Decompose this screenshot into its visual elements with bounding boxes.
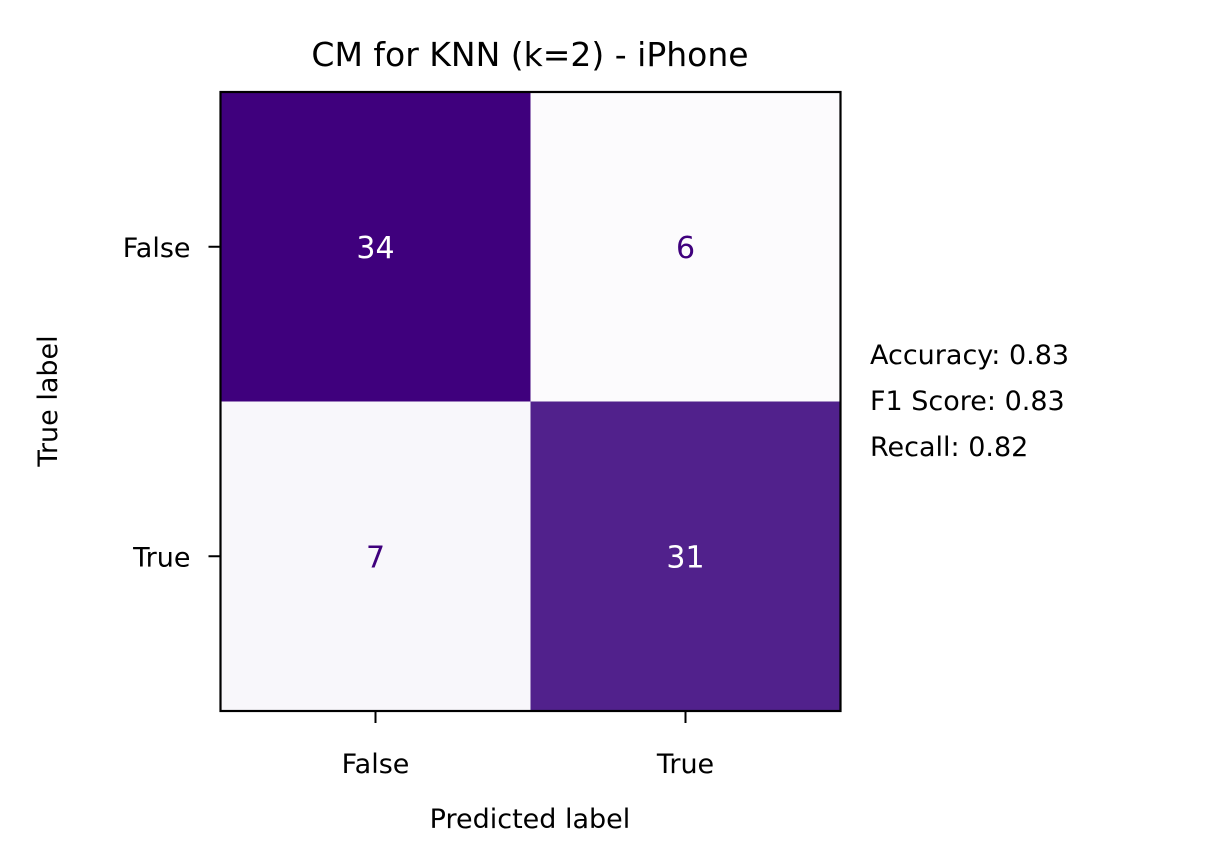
metric-line: Recall: 0.82 [870,432,1028,463]
x-axis-label: Predicted label [430,804,631,835]
cell-value-r1-c0: 7 [366,540,385,575]
matrix-cell-r1-c1 [530,401,842,712]
metrics-annotation: Accuracy: 0.83 F1 Score: 0.83 Recall: 0.82 [870,340,1069,463]
y-axis-label: True label [33,335,64,467]
chart-title: CM for KNN (k=2) - iPhone [311,35,748,74]
x-tick-label: True [656,749,714,780]
plot-frame [219,90,842,713]
matrix-cell-r1-c0 [220,401,532,712]
matrix-cell-r0-c1 [530,92,842,403]
metric-line: Accuracy: 0.83 [870,340,1069,371]
y-tick-label: False [123,233,191,264]
matrix-cell-r0-c0 [220,92,532,403]
x-tick-label: False [342,749,410,780]
cell-value-r0-c0: 34 [356,231,394,266]
x-axis-ticks: False True [342,711,714,780]
matrix-cells [220,92,842,712]
matrix-cell-labels: 34 6 7 31 [356,231,704,576]
y-tick-label: True [132,542,190,573]
y-axis-ticks: False True [123,233,221,573]
cell-value-r1-c1: 31 [666,540,704,575]
cell-value-r0-c1: 6 [676,231,695,266]
metric-line: F1 Score: 0.83 [870,386,1065,417]
